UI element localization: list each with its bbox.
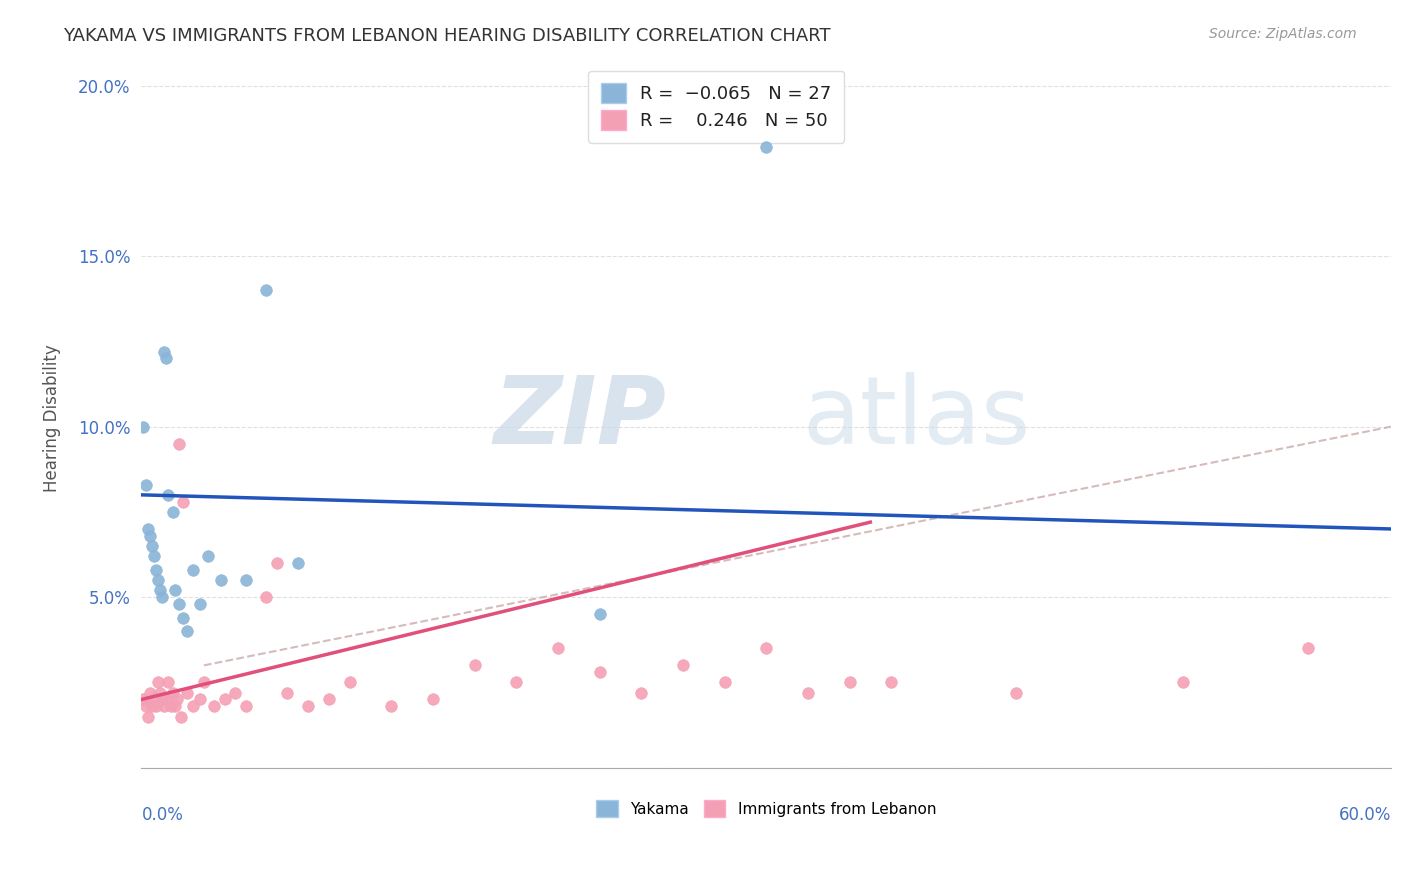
Text: 0.0%: 0.0% (142, 806, 183, 824)
Point (188, 597, 211, 611)
Point (755, 641, 778, 656)
Point (146, 675, 169, 690)
Point (166, 692, 188, 706)
Point (149, 583, 172, 598)
Point (176, 624, 198, 639)
Point (141, 539, 163, 553)
Point (197, 549, 219, 564)
Point (170, 709, 193, 723)
Point (755, 140, 778, 154)
Legend: Yakama, Immigrants from Lebanon: Yakama, Immigrants from Lebanon (591, 794, 942, 823)
Point (176, 686, 198, 700)
Point (202, 699, 225, 714)
Point (145, 563, 167, 577)
Point (1005, 686, 1028, 700)
Point (1296, 641, 1319, 656)
Point (547, 641, 569, 656)
Point (254, 283, 277, 297)
Point (339, 675, 361, 690)
Point (157, 488, 180, 502)
Point (224, 686, 246, 700)
Point (188, 692, 211, 706)
Point (630, 686, 652, 700)
Point (588, 665, 610, 680)
Point (464, 658, 486, 673)
Point (138, 529, 160, 543)
Point (235, 699, 257, 714)
Point (142, 692, 165, 706)
Point (214, 692, 236, 706)
Text: YAKAMA VS IMMIGRANTS FROM LEBANON HEARING DISABILITY CORRELATION CHART: YAKAMA VS IMMIGRANTS FROM LEBANON HEARIN… (63, 27, 831, 45)
Point (588, 607, 610, 622)
Point (297, 699, 319, 714)
Point (880, 675, 903, 690)
Point (155, 351, 177, 366)
Text: ZIP: ZIP (494, 372, 666, 464)
Point (153, 699, 176, 714)
Point (149, 686, 172, 700)
Point (163, 583, 186, 598)
Point (159, 699, 181, 714)
Point (1171, 675, 1194, 690)
Point (838, 675, 860, 690)
Point (132, 692, 155, 706)
Point (193, 675, 215, 690)
Point (183, 563, 205, 577)
Point (142, 549, 165, 564)
Point (145, 699, 167, 714)
Point (797, 686, 820, 700)
Point (713, 675, 735, 690)
Point (266, 556, 288, 570)
Point (136, 522, 159, 536)
Point (318, 692, 340, 706)
Point (209, 573, 232, 587)
Point (422, 692, 444, 706)
Point (132, 419, 155, 434)
Point (141, 699, 163, 714)
Point (505, 675, 527, 690)
Point (157, 675, 180, 690)
Point (172, 494, 194, 508)
Point (167, 597, 190, 611)
Point (138, 686, 160, 700)
Point (162, 505, 184, 519)
Point (150, 692, 173, 706)
Point (146, 573, 169, 587)
Point (163, 699, 186, 714)
Point (162, 686, 184, 700)
Point (235, 573, 257, 587)
Point (254, 590, 277, 604)
Point (153, 344, 176, 359)
Point (150, 590, 173, 604)
Point (276, 686, 298, 700)
Point (380, 699, 402, 714)
Point (136, 709, 159, 723)
Text: 60.0%: 60.0% (1339, 806, 1391, 824)
Text: atlas: atlas (801, 372, 1031, 464)
Point (672, 658, 695, 673)
Point (135, 699, 157, 714)
Text: Source: ZipAtlas.com: Source: ZipAtlas.com (1209, 27, 1357, 41)
Point (155, 692, 177, 706)
Point (183, 699, 205, 714)
Point (287, 556, 309, 570)
Y-axis label: Hearing Disability: Hearing Disability (44, 344, 60, 492)
Point (167, 436, 190, 450)
Point (135, 477, 157, 491)
Point (172, 610, 194, 624)
